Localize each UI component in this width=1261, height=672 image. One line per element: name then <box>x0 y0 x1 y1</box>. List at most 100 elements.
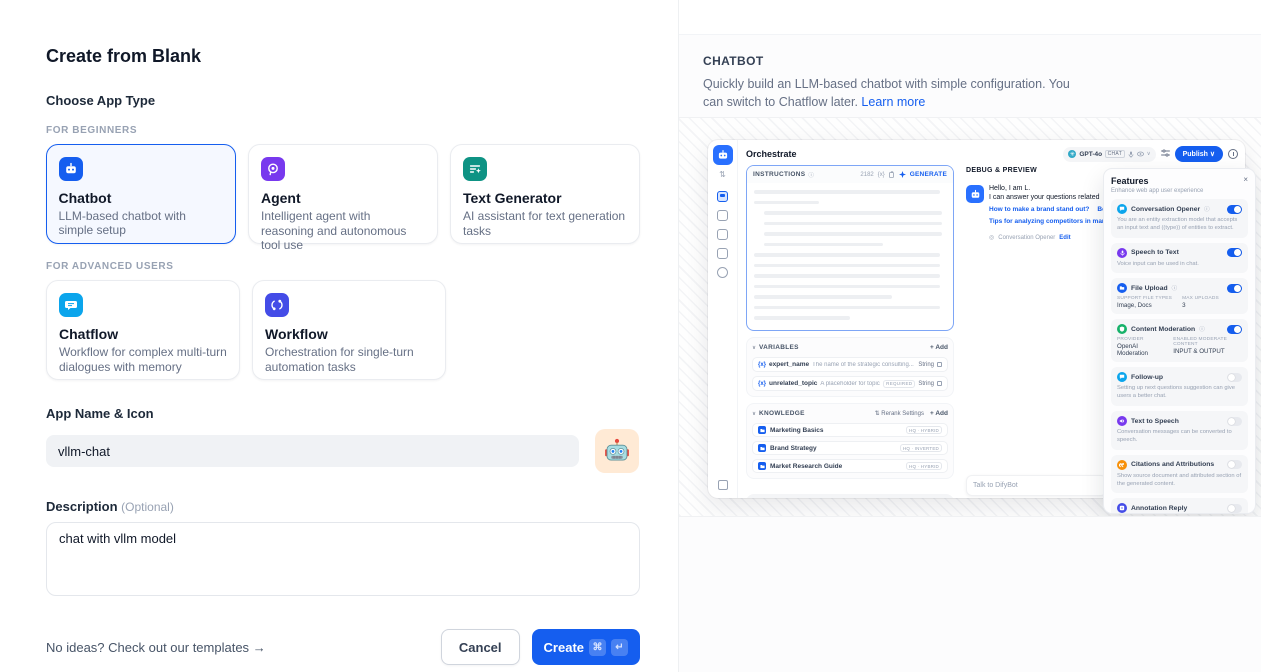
publish-chevron-icon: ∨ <box>1209 151 1215 158</box>
suggested-question[interactable]: Tips for analyzing competitors in market <box>989 218 1114 225</box>
text-generator-icon <box>463 157 487 181</box>
opener-icon: ◎ <box>989 235 995 241</box>
dataset-badge: HQ · HYBRID <box>906 426 942 434</box>
meta-label: PROVIDER <box>1117 337 1144 343</box>
content-moderation-toggle[interactable] <box>1227 324 1242 334</box>
vision-setting-row: Vision ⓘ RESOLUTION ⓘ High Low <box>746 494 954 498</box>
conversation-opener-row: ◎ Conversation Opener Edit <box>989 234 1114 242</box>
feature-name: File Upload <box>1131 284 1168 292</box>
knowledge-header: ∨ KNOWLEDGE ⇅ Rerank Settings + Add <box>752 408 948 419</box>
model-chevron-icon: ∨ <box>1146 151 1151 157</box>
close-icon[interactable]: × <box>1243 175 1248 184</box>
edit-opener-link[interactable]: Edit <box>1059 234 1071 241</box>
preview-config-column: INSTRUCTIONS ⓘ 2182 {x} GENERATE <box>746 165 954 498</box>
description-label-text: Description <box>46 499 118 514</box>
cmd-key-icon: ⌘ <box>589 638 606 656</box>
cancel-button[interactable]: Cancel <box>440 629 520 665</box>
app-name-label: App Name & Icon <box>46 406 154 421</box>
dataset-badge: HQ · INVERTED <box>899 444 942 452</box>
mic-icon <box>1128 151 1133 158</box>
knowledge-row[interactable]: Marketing Basics HQ · HYBRID <box>752 423 948 437</box>
workflow-icon <box>265 293 289 317</box>
card-workflow-desc: Orchestration for single-turn automation… <box>265 345 414 374</box>
feature-name: Text to Speech <box>1131 417 1179 425</box>
description-textarea[interactable]: chat with vllm model <box>46 522 640 596</box>
meta-value: OpenAI Moderation <box>1117 343 1148 358</box>
dataset-name: Marketing Basics <box>770 426 824 434</box>
app-icon-picker[interactable] <box>595 429 639 473</box>
info-icon: ⓘ <box>1204 207 1210 213</box>
meta-label: SUPPORT FILE TYPES <box>1117 296 1173 302</box>
text-to-speech-toggle[interactable] <box>1227 416 1242 426</box>
feature-item-annotation-reply: Annotation Reply <box>1111 498 1248 513</box>
card-text-generator-title: Text Generator <box>463 190 562 206</box>
citations-toggle[interactable] <box>1227 460 1242 470</box>
create-button[interactable]: Create ⌘ ↵ <box>531 629 640 665</box>
robot-emoji-icon <box>605 438 629 461</box>
preview-header: Orchestrate ✳ GPT-4o CHAT ∨ <box>746 145 1238 163</box>
card-chatbot[interactable]: Chatbot LLM-based chatbot with simple se… <box>46 144 236 244</box>
features-title: Features <box>1111 176 1149 186</box>
variable-desc: The name of the strategic consulting... <box>812 361 914 368</box>
conversation-opener-toggle[interactable] <box>1227 204 1242 214</box>
instructions-header: INSTRUCTIONS ⓘ 2182 {x} GENERATE <box>747 166 953 183</box>
info-icon: ⓘ <box>808 172 814 179</box>
follow-up-toggle[interactable] <box>1227 372 1242 382</box>
info-icon: ⓘ <box>1199 327 1205 334</box>
features-subtitle: Enhance web app user experience <box>1111 188 1204 194</box>
description-label: Description (Optional) <box>46 499 640 514</box>
speech-to-text-toggle[interactable] <box>1227 248 1242 258</box>
add-variable-button[interactable]: + Add <box>930 344 948 351</box>
variable-desc: A placeholder for topics... <box>820 380 880 387</box>
card-agent-desc: Intelligent agent with reasoning and aut… <box>260 209 407 253</box>
app-type-details-pane: CHATBOT Quickly build an LLM-based chatb… <box>678 0 1261 672</box>
greeting-line: Hello, I am L. <box>989 185 1031 192</box>
feature-meta: ENABLED MODERATE CONTENT INPUT & OUTPUT <box>1173 337 1242 357</box>
group-label-beginners: FOR BEGINNERS <box>46 125 138 136</box>
settings-nav-icon <box>717 267 728 278</box>
knowledge-row[interactable]: Market Research Guide HQ · HYBRID <box>752 459 948 473</box>
features-header: Features Enhance web app user experience… <box>1111 175 1248 195</box>
annotation-reply-toggle[interactable] <box>1227 503 1242 513</box>
feature-meta: MAX UPLOADS 3 <box>1182 296 1219 309</box>
monitoring-nav-icon <box>717 248 728 259</box>
publish-button-label: Publish <box>1182 150 1208 158</box>
card-chatflow-title: Chatflow <box>59 326 119 342</box>
variable-row[interactable]: {x} expert_name The name of the strategi… <box>752 357 948 372</box>
suggested-question[interactable]: How to make a brand stand out? <box>989 206 1090 213</box>
version-history-icon <box>1228 149 1238 159</box>
preview-header-right: ✳ GPT-4o CHAT ∨ Publish <box>1063 146 1238 162</box>
templates-link[interactable]: No ideas? Check out our templates → <box>46 640 266 655</box>
card-chatflow-desc: Workflow for complex multi-turn dialogue… <box>59 345 227 374</box>
publish-button[interactable]: Publish ∨ <box>1174 146 1223 162</box>
variable-settings-icon <box>937 362 942 367</box>
page-title: Create from Blank <box>46 46 202 66</box>
model-selector: ✳ GPT-4o CHAT ∨ <box>1063 146 1156 162</box>
app-name-input[interactable] <box>46 435 579 467</box>
knowledge-row[interactable]: Brand Strategy HQ · INVERTED <box>752 441 948 455</box>
generate-button[interactable]: GENERATE <box>909 171 947 178</box>
collapse-icon: ∨ <box>752 410 757 417</box>
greeting-line: I can answer your questions related <box>989 194 1100 201</box>
collapse-sidebar-icon <box>717 480 728 490</box>
feature-meta: PROVIDER OpenAI Moderation <box>1117 337 1163 357</box>
modal-footer: No ideas? Check out our templates → Canc… <box>46 629 640 665</box>
card-workflow[interactable]: Workflow Orchestration for single-turn a… <box>252 280 446 380</box>
agent-icon <box>260 157 285 181</box>
card-text-generator[interactable]: Text Generator AI assistant for text gen… <box>450 144 641 244</box>
card-chatflow[interactable]: Chatflow Workflow for complex multi-turn… <box>46 280 240 380</box>
add-knowledge-button[interactable]: + Add <box>930 410 948 417</box>
variable-row[interactable]: {x} unrelated_topic A placeholder for to… <box>752 376 948 391</box>
feature-name: Conversation Opener <box>1131 205 1201 213</box>
rerank-settings-button[interactable]: ⇅ Rerank Settings <box>875 410 924 417</box>
chat-input[interactable]: Talk to DifyBot <box>966 475 1107 496</box>
dataset-icon <box>758 462 766 470</box>
learn-more-link[interactable]: Learn more <box>861 95 926 110</box>
instructions-skeleton <box>747 183 953 320</box>
arrow-right-icon: → <box>252 639 266 655</box>
orchestrate-nav-icon <box>717 191 728 202</box>
file-upload-toggle[interactable] <box>1227 283 1242 293</box>
feature-desc: Show source document and attributed sect… <box>1117 472 1242 487</box>
dataset-name: Market Research Guide <box>770 462 843 470</box>
card-agent[interactable]: Agent Intelligent agent with reasoning a… <box>247 144 438 252</box>
